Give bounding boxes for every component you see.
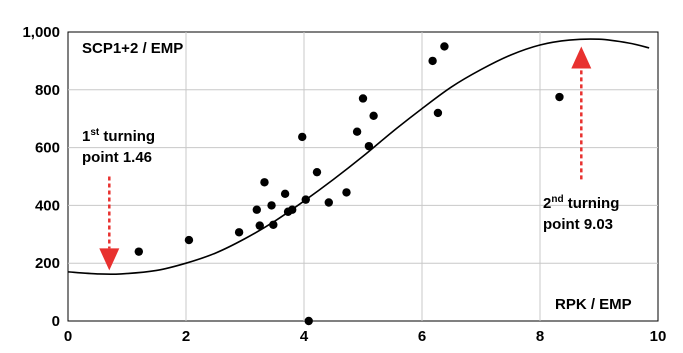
y-tick-label: 400 — [35, 197, 60, 214]
data-point — [324, 198, 333, 207]
plot-border — [67, 31, 659, 322]
second-turning-label-line1: 2nd turning — [543, 194, 619, 212]
second-turning-rest: turning — [564, 195, 620, 212]
data-point — [440, 42, 449, 51]
first-turning-sup: st — [90, 127, 100, 138]
x-tick-label: 0 — [64, 328, 72, 345]
second-turning-num: 2 — [543, 195, 551, 212]
grid-lines — [68, 32, 658, 321]
y-tick-label: 0 — [52, 313, 60, 330]
y-tick-label: 1,000 — [22, 24, 60, 41]
data-point — [433, 108, 443, 118]
first-turning-label-line1: 1st turning — [82, 127, 155, 145]
data-point — [369, 111, 378, 121]
x-tick-label: 4 — [300, 328, 309, 345]
data-point — [352, 127, 362, 136]
data-point — [252, 205, 261, 214]
x-tick-label: 2 — [182, 328, 190, 345]
turning-point-arrows — [99, 46, 592, 271]
y-tick-label: 800 — [35, 82, 60, 99]
data-point — [280, 189, 290, 199]
data-point — [364, 141, 374, 151]
second-turning-sup: nd — [551, 194, 563, 205]
x-tick-label: 6 — [418, 328, 426, 345]
data-point — [555, 92, 564, 102]
data-point — [312, 167, 322, 177]
data-point — [184, 235, 194, 245]
x-tick-label: 8 — [536, 328, 544, 345]
first-turning-rest: turning — [99, 128, 155, 145]
trend-curve — [67, 38, 650, 276]
first-turning-num: 1 — [82, 128, 90, 145]
data-point — [342, 188, 351, 197]
data-point — [269, 220, 278, 229]
data-point — [304, 316, 313, 326]
y-tick-label: 600 — [35, 140, 60, 157]
data-point — [234, 228, 244, 237]
data-point — [260, 178, 269, 187]
data-points — [134, 42, 564, 326]
data-point — [428, 56, 437, 66]
x-tick-labels: 0 2 4 6 8 10 — [64, 328, 667, 345]
data-point — [288, 205, 297, 214]
data-point — [298, 132, 307, 142]
arrow-head-down — [99, 248, 120, 271]
data-point — [134, 247, 143, 256]
second-turning-label-line2: point 9.03 — [543, 216, 613, 233]
first-turning-label-line2: point 1.46 — [82, 149, 152, 166]
y-tick-labels: 0 200 400 600 800 1,000 — [22, 24, 60, 330]
arrow-head-up — [571, 46, 592, 69]
data-point — [255, 221, 264, 230]
data-point — [267, 201, 276, 210]
y-axis-label: SCP1+2 / EMP — [82, 40, 183, 57]
x-tick-label: 10 — [650, 328, 667, 345]
data-point — [358, 94, 368, 103]
y-tick-label: 200 — [35, 255, 60, 272]
data-point — [301, 195, 310, 204]
x-axis-label: RPK / EMP — [555, 296, 632, 313]
